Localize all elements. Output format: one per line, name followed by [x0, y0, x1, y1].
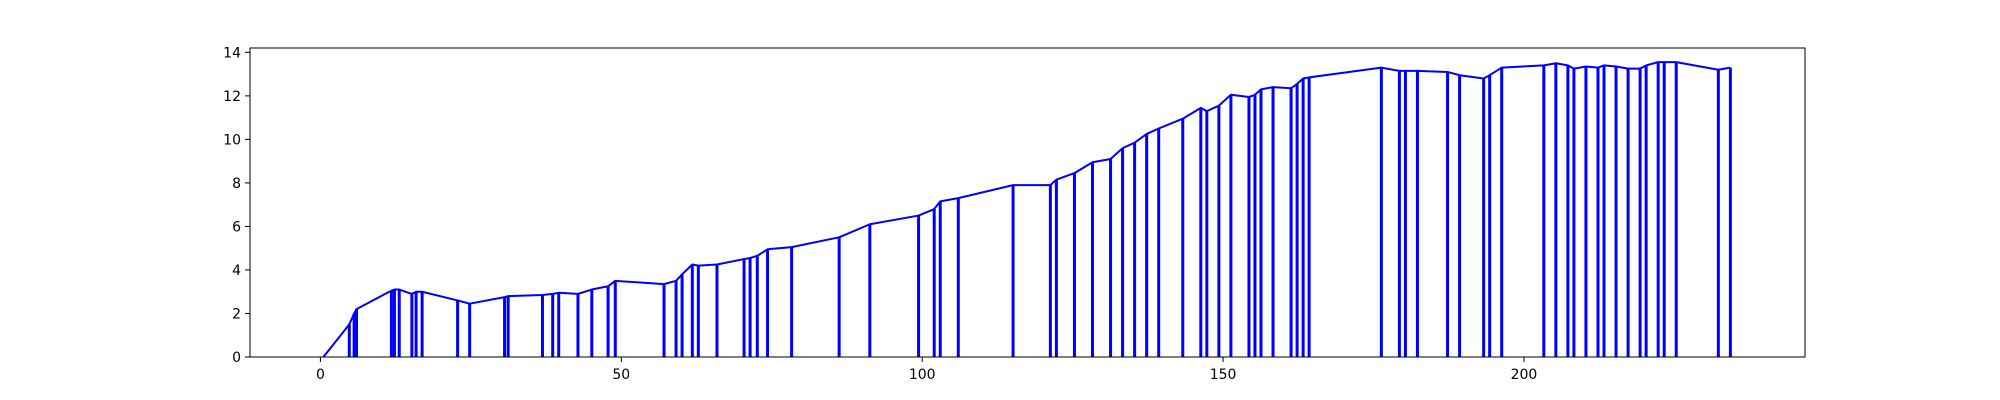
x-tick-label: 50 — [612, 367, 630, 383]
x-tick-label: 0 — [316, 367, 325, 383]
y-tick-label: 8 — [232, 176, 241, 192]
y-tick-label: 0 — [232, 350, 241, 366]
series-line — [322, 61, 1731, 358]
y-tick-label: 12 — [223, 89, 241, 105]
x-tick-label: 100 — [909, 367, 936, 383]
y-tick-label: 14 — [223, 45, 241, 61]
y-tick-label: 4 — [232, 263, 241, 279]
plot-area — [322, 61, 1732, 358]
x-axis: 0 50 100 150 200 — [316, 357, 1537, 383]
y-tick-label: 6 — [232, 219, 241, 235]
y-tick-label: 2 — [232, 306, 241, 322]
axes-frame — [249, 47, 1806, 358]
y-axis: 0 2 4 6 8 10 12 14 — [223, 45, 250, 366]
x-tick-label: 200 — [1511, 367, 1538, 383]
y-tick-label: 10 — [223, 132, 241, 148]
x-tick-label: 150 — [1210, 367, 1237, 383]
